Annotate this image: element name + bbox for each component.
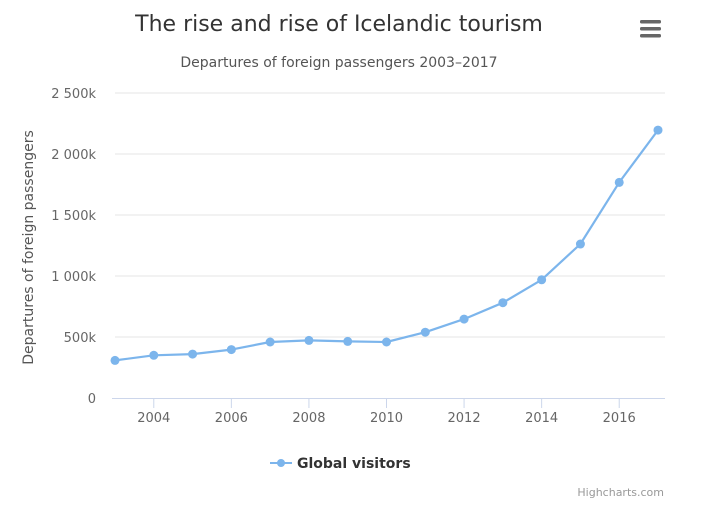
- x-tick-label: 2008: [292, 411, 325, 426]
- data-point[interactable]: [653, 125, 663, 135]
- x-tick-label: 2004: [137, 411, 170, 426]
- data-point[interactable]: [149, 350, 159, 360]
- y-axis-ticks: 0 500k 1 000k 1 500k 2 000k 2 500k: [51, 87, 96, 407]
- data-point[interactable]: [420, 327, 430, 337]
- data-point[interactable]: [265, 337, 275, 347]
- data-point[interactable]: [575, 239, 585, 249]
- x-tick-label: 2014: [525, 411, 558, 426]
- legend-label: Global visitors: [297, 456, 411, 472]
- data-point[interactable]: [304, 335, 314, 345]
- y-tick-label: 2 500k: [51, 87, 96, 102]
- y-tick-label: 1 500k: [51, 209, 96, 224]
- data-point[interactable]: [614, 177, 624, 187]
- y-axis-label: Departures of foreign passengers: [21, 130, 37, 364]
- y-tick-label: 1 000k: [51, 270, 96, 285]
- data-point[interactable]: [110, 355, 120, 365]
- x-tick-label: 2012: [448, 411, 481, 426]
- chart-subtitle: Departures of foreign passengers 2003–20…: [180, 55, 497, 71]
- y-gridlines: [115, 92, 665, 338]
- hamburger-menu-icon: [640, 20, 661, 38]
- x-axis: 2004 2006 2008 2010 2012 2014 2016: [112, 398, 665, 426]
- data-point[interactable]: [498, 298, 508, 308]
- y-tick-label: 2 000k: [51, 148, 96, 163]
- chart-title: The rise and rise of Icelandic tourism: [134, 12, 543, 37]
- legend-item-global-visitors[interactable]: Global visitors: [270, 456, 411, 472]
- data-point[interactable]: [382, 337, 391, 347]
- series-global-visitors: [110, 125, 663, 365]
- data-point[interactable]: [537, 275, 547, 285]
- data-point[interactable]: [226, 345, 236, 355]
- context-menu-button[interactable]: [634, 14, 668, 44]
- credits-link[interactable]: Highcharts.com: [577, 486, 664, 499]
- data-point[interactable]: [343, 336, 353, 346]
- data-point[interactable]: [188, 349, 198, 359]
- y-tick-label: 0: [88, 392, 96, 407]
- y-tick-label: 500k: [64, 331, 97, 346]
- legend-marker: [277, 459, 285, 467]
- data-point[interactable]: [459, 314, 469, 324]
- x-tick-label: 2006: [215, 411, 248, 426]
- x-tick-label: 2016: [603, 411, 636, 426]
- x-tick-label: 2010: [370, 411, 403, 426]
